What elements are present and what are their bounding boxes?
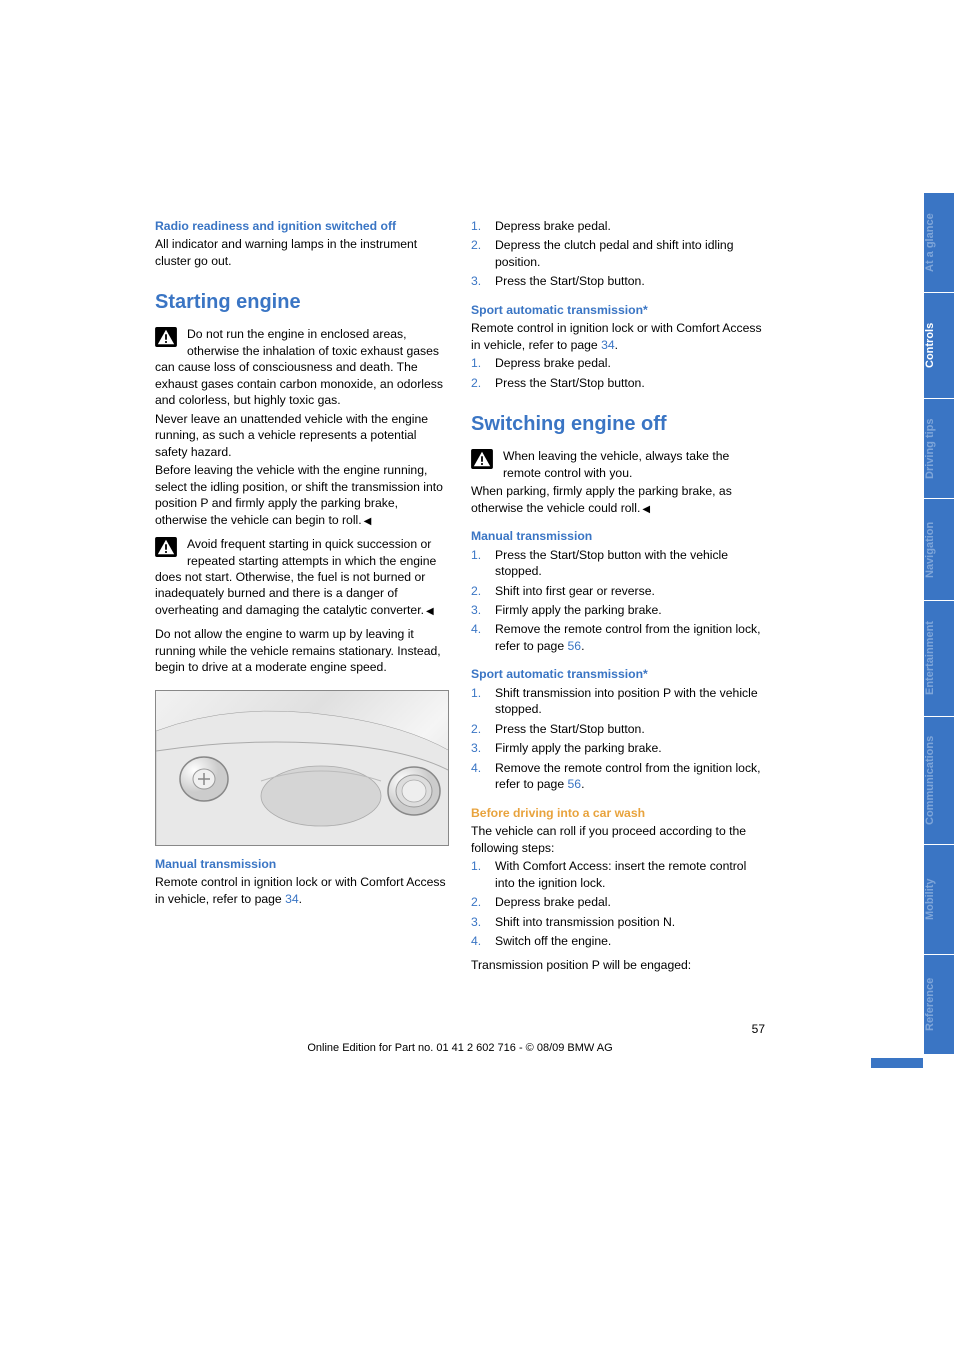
- list-num: 4.: [471, 933, 485, 949]
- list-item: Press the Start/Stop button.: [495, 375, 645, 391]
- warning-icon: [471, 448, 497, 469]
- dashboard-illustration: [155, 690, 449, 846]
- step-c4-pre: Remove the remote control from the ignit…: [495, 622, 761, 652]
- heading-switching-off: Switching engine off: [471, 411, 765, 438]
- list-num: 2.: [471, 375, 485, 391]
- warn1c-text: Before leaving the vehicle with the engi…: [155, 462, 449, 528]
- warning-block-3: When leaving the vehicle, always take th…: [471, 448, 765, 516]
- list-item: Depress brake pedal.: [495, 355, 611, 371]
- warning-block-1: Do not run the engine in enclosed areas,…: [155, 326, 449, 528]
- text-radio: All indicator and warning lamps in the i…: [155, 236, 449, 269]
- heading-manual-trans: Manual transmission: [155, 856, 449, 872]
- warmup-text: Do not allow the engine to warm up by le…: [155, 626, 449, 675]
- warn3a-text: When leaving the vehicle, always take th…: [471, 448, 765, 481]
- footer-text: Online Edition for Part no. 01 41 2 602 …: [155, 1042, 765, 1054]
- side-tab-mobility[interactable]: Mobility: [924, 844, 954, 954]
- heading-starting-engine: Starting engine: [155, 289, 449, 316]
- list-item: Shift into first gear or reverse.: [495, 583, 655, 599]
- warn3b-text: When parking, firmly apply the parking b…: [471, 483, 765, 516]
- list-item: Press the Start/Stop button.: [495, 721, 645, 737]
- warning-block-2: Avoid frequent starting in quick success…: [155, 536, 449, 618]
- list-num: 1.: [471, 218, 485, 234]
- right-column: 1. Depress brake pedal. 2. Depress the clu…: [471, 218, 765, 976]
- manual-pre-text: Remote control in ignition lock or with …: [155, 874, 449, 907]
- list-num: 2.: [471, 894, 485, 910]
- warn2-text: Avoid frequent starting in quick success…: [155, 536, 449, 618]
- list-num: 1.: [471, 685, 485, 718]
- list-item: With Comfort Access: insert the remote c…: [495, 858, 765, 891]
- list-num: 3.: [471, 740, 485, 756]
- side-tab-navigation[interactable]: Navigation: [924, 498, 954, 600]
- list-item: Switch off the engine.: [495, 933, 611, 949]
- heading-sport1: Sport automatic transmission*: [471, 302, 765, 318]
- list-num: 3.: [471, 273, 485, 289]
- page-ref-56[interactable]: 56: [568, 639, 582, 653]
- list-num: 3.: [471, 602, 485, 618]
- side-tab-communications[interactable]: Communications: [924, 716, 954, 844]
- list-item: Remove the remote control from the ignit…: [495, 621, 765, 654]
- list-num: 1.: [471, 355, 485, 371]
- steps-c: 1. Press the Start/Stop button with the v…: [471, 547, 765, 655]
- list-item: Shift transmission into position P with …: [495, 685, 765, 718]
- left-column: Radio readiness and ignition switched of…: [155, 218, 449, 976]
- list-item: Firmly apply the parking brake.: [495, 602, 662, 618]
- list-num: 1.: [471, 547, 485, 580]
- side-tab-controls[interactable]: Controls: [924, 292, 954, 398]
- heading-radio: Radio readiness and ignition switched of…: [155, 218, 449, 234]
- page-number: 57: [752, 1022, 765, 1036]
- page-ref-56b[interactable]: 56: [568, 777, 582, 791]
- list-item: Shift into transmission position N.: [495, 914, 675, 930]
- heading-carwash: Before driving into a car wash: [471, 805, 765, 821]
- steps-e: 1. With Comfort Access: insert the remote…: [471, 858, 765, 949]
- side-tab-driving-tips[interactable]: Driving tips: [924, 398, 954, 498]
- heading-sport2: Sport automatic transmission*: [471, 666, 765, 682]
- page-content: Radio readiness and ignition switched of…: [155, 218, 765, 976]
- list-num: 2.: [471, 721, 485, 737]
- carwash-text: The vehicle can roll if you proceed acco…: [471, 823, 765, 856]
- list-num: 4.: [471, 621, 485, 654]
- side-tab-reference[interactable]: Reference: [924, 954, 954, 1054]
- list-num: 2.: [471, 583, 485, 599]
- manual-post: .: [299, 892, 302, 906]
- sport1-post: .: [615, 338, 618, 352]
- list-num: 3.: [471, 914, 485, 930]
- warning-icon: [155, 326, 181, 347]
- side-tab-entertainment[interactable]: Entertainment: [924, 600, 954, 716]
- list-num: 4.: [471, 760, 485, 793]
- tab-marker: [871, 1058, 923, 1068]
- list-item: Press the Start/Stop button with the veh…: [495, 547, 765, 580]
- side-tab-at-a-glance[interactable]: At a glance: [924, 192, 954, 292]
- list-item: Depress brake pedal.: [495, 894, 611, 910]
- step-d4-pre: Remove the remote control from the ignit…: [495, 761, 761, 791]
- list-item: Firmly apply the parking brake.: [495, 740, 662, 756]
- steps-b: 1. Depress brake pedal. 2. Press the Start…: [471, 355, 765, 391]
- sport1-text: Remote control in ignition lock or with …: [471, 320, 765, 353]
- trans-text: Transmission position P will be engaged:: [471, 957, 765, 973]
- steps-a: 1. Depress brake pedal. 2. Depress the clu…: [471, 218, 765, 290]
- list-num: 1.: [471, 858, 485, 891]
- steps-d: 1. Shift transmission into position P wit…: [471, 685, 765, 793]
- list-item: Depress brake pedal.: [495, 218, 611, 234]
- page-ref-34[interactable]: 34: [285, 892, 299, 906]
- warn1-text: Do not run the engine in enclosed areas,…: [155, 326, 449, 408]
- warning-icon: [155, 536, 181, 557]
- heading-manual2: Manual transmission: [471, 528, 765, 544]
- side-tabs: At a glanceControlsDriving tipsNavigatio…: [924, 192, 954, 1054]
- list-item: Remove the remote control from the ignit…: [495, 760, 765, 793]
- list-num: 2.: [471, 237, 485, 270]
- list-item: Press the Start/Stop button.: [495, 273, 645, 289]
- page-ref-34b[interactable]: 34: [601, 338, 615, 352]
- list-item: Depress the clutch pedal and shift into …: [495, 237, 765, 270]
- warn1b-text: Never leave an unattended vehicle with t…: [155, 411, 449, 460]
